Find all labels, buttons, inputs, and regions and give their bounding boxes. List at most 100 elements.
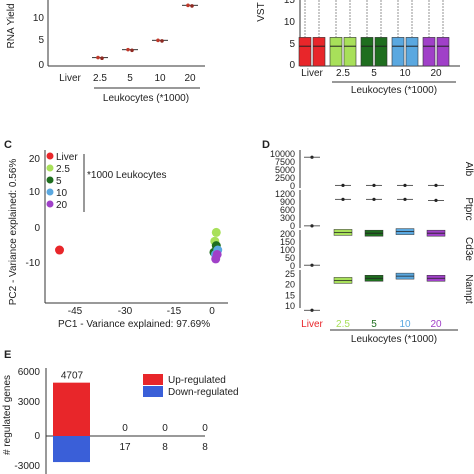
panel-a-ylabel: RNA Yield: [6, 3, 17, 48]
panel-d-ytick: 10000: [270, 149, 295, 159]
panel-d-xtick-20: 20: [430, 319, 442, 330]
panel-d-ytick: 0: [290, 261, 295, 271]
pca-point-20: [212, 249, 222, 259]
panel-d-letter: D: [262, 139, 270, 151]
panel-c-xtick: -30: [118, 306, 133, 317]
panel-a-point: [190, 4, 194, 8]
panel-a-ytick: 10: [33, 13, 45, 24]
panel-b-xtick: 5: [371, 68, 377, 79]
legend-swatch-down: [143, 386, 163, 397]
panel-b-box: [422, 37, 436, 67]
legend-marker-Liver: [46, 152, 54, 160]
panel-b-box: [312, 37, 326, 67]
panel-d-point: [434, 198, 438, 202]
panel-d-point: [372, 197, 376, 201]
panel-a-point: [160, 39, 164, 43]
panel-b-xtick: 20: [430, 68, 442, 79]
panel-b-box: [329, 37, 343, 67]
panel-e-ytick: 0: [34, 431, 40, 442]
panel-d-ytick: 1200: [275, 189, 295, 199]
panel-d-ytick: 200: [280, 229, 295, 239]
legend-swatch-up: [143, 374, 163, 385]
panel-d-ytick: 50: [285, 253, 295, 263]
panel-d-ytick: 5000: [275, 165, 295, 175]
panel-a-point: [186, 3, 190, 8]
panel-c-ytick: 10: [29, 187, 41, 198]
legend-label-20: 20: [56, 200, 68, 211]
panel-b-group-label: Leukocytes (*1000): [351, 85, 437, 96]
panel-b-ytick: 0: [289, 60, 295, 71]
panel-b-box: [405, 37, 419, 67]
panel-d-point: [403, 183, 407, 187]
panel-c-letter: C: [4, 139, 12, 151]
legend-label-2.5: 2.5: [56, 164, 70, 175]
panel-b-box: [298, 37, 312, 67]
panel-a-point: [130, 48, 134, 53]
panel-b-box: [391, 37, 405, 67]
panel-d-group-label: Leukocytes (*1000): [351, 334, 437, 345]
panel-c-ytick: -10: [26, 258, 41, 269]
panel-a-xtick: 20: [184, 73, 196, 84]
panel-d-point: [341, 183, 345, 187]
panel-a-xtick: 5: [127, 73, 133, 84]
panel-c-xtick: -45: [68, 306, 83, 317]
panel-d-ytick: 15: [285, 290, 295, 300]
legend-marker-10: [46, 188, 54, 196]
bar-label-down: 17: [119, 442, 131, 453]
panel-d-ytick: 150: [280, 237, 295, 247]
panel-b-box: [374, 37, 388, 67]
panel-d-ytick: 0: [290, 221, 295, 231]
panel-b-ytick: 15: [284, 0, 296, 6]
panel-b-box: [436, 37, 450, 67]
panel-d-ytick: 25: [285, 269, 295, 279]
pca-point-Liver: [55, 245, 65, 255]
panel-d-ytick: 10: [285, 301, 295, 311]
panel-e-ytick: -3000: [14, 461, 40, 472]
panel-a-xtick: 10: [154, 73, 166, 84]
bar-label-up: 0: [162, 423, 168, 434]
panel-d-ytick: 20: [285, 280, 295, 290]
legend-marker-5: [46, 176, 54, 184]
bar-label-up: 0: [202, 423, 208, 434]
bar-label-up: 4707: [61, 371, 84, 382]
legend-label-10: 10: [56, 188, 68, 199]
panel-e: E # regulated genes 6000 3000 0 -3000 47…: [2, 349, 239, 474]
panel-a-xtick: 2.5: [93, 73, 107, 84]
panel-b: VST 0 5 10 15 Liver 2.5 5 10 20 Leukocyt…: [256, 0, 460, 96]
panel-a-ytick: 5: [38, 35, 44, 46]
panel-c-ytick: 20: [29, 154, 41, 165]
panel-c-legend-note: *1000 Leukocytes: [87, 170, 167, 181]
panel-b-xtick: 10: [399, 68, 411, 79]
legend-marker-2.5: [46, 164, 54, 172]
panel-e-letter: E: [4, 349, 11, 361]
panel-d-xtick-10: 10: [399, 319, 411, 330]
panel-a-point: [96, 55, 100, 60]
panel-d-point: [372, 183, 376, 187]
panel-d-ytick: 0: [290, 181, 295, 191]
bar-down-2.5: [53, 436, 90, 463]
panel-d-xtick-5: 5: [371, 319, 377, 330]
bar-up-2.5: [53, 382, 90, 436]
panel-b-ylabel: VST: [256, 2, 267, 21]
panel-b-ytick: 5: [289, 39, 295, 50]
panel-b-box: [360, 37, 374, 67]
panel-d-ytick: 300: [280, 213, 295, 223]
panel-c: C PC2 - Variance explained: 0.56% 20 10 …: [4, 139, 228, 330]
panel-d: D 100007500500025000Alb12009006003000Ptp…: [262, 139, 474, 345]
panel-a: RNA Yield 0 5 10 Liver 2.5 5 10 20 Leuko…: [6, 0, 205, 104]
panel-b-box: [343, 37, 357, 67]
legend-label-5: 5: [56, 176, 62, 187]
panel-c-ytick: 0: [34, 223, 40, 234]
panel-a-point: [126, 47, 130, 52]
panel-e-ytick: 3000: [18, 397, 41, 408]
panel-a-ytick: 0: [38, 60, 44, 71]
panel-a-group-label: Leukocytes (*1000): [103, 93, 189, 104]
panel-b-xtick: Liver: [301, 68, 323, 79]
panel-a-point: [156, 38, 160, 43]
gene-label-Cd3e: Cd3e: [463, 237, 474, 261]
panel-e-ytick: 6000: [18, 367, 41, 378]
panel-d-xtick-2.5: 2.5: [336, 319, 350, 330]
panel-d-ytick: 100: [280, 245, 295, 255]
gene-label-Nampt: Nampt: [463, 274, 474, 304]
panel-c-xtick: 0: [209, 306, 215, 317]
